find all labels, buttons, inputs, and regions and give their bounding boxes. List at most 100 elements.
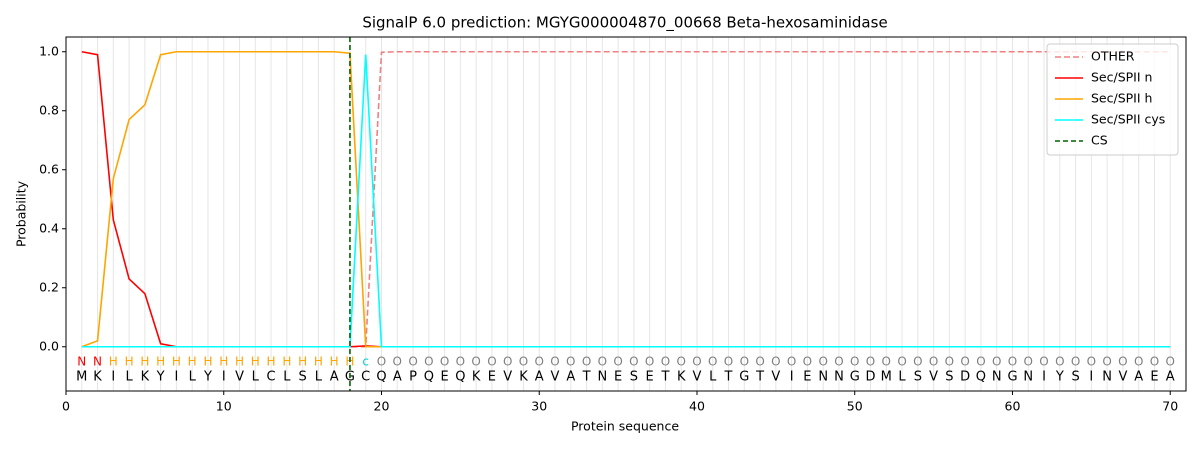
x-tick-label: 60 (1005, 399, 1021, 414)
residue-letter: L (283, 370, 291, 385)
residue-letter: I (1042, 370, 1046, 385)
residue-letter: T (660, 370, 669, 385)
residue-label: O (960, 355, 969, 369)
residue-label: O (629, 355, 638, 369)
x-tick-label: 10 (216, 399, 232, 414)
residue-letter: K (519, 370, 528, 385)
residue-letter: E (488, 370, 496, 385)
residue-letter: V (503, 370, 512, 385)
residue-label: O (645, 355, 654, 369)
residue-label: H (298, 355, 307, 369)
residue-letter: S (1071, 370, 1079, 385)
y-tick-label: 0.0 (39, 338, 59, 353)
residue-letter: N (597, 370, 607, 385)
residue-label: O (676, 355, 685, 369)
residue-letter: V (771, 370, 780, 385)
residue-label: O (692, 355, 701, 369)
y-tick-label: 1.0 (39, 43, 59, 58)
residue-label: H (109, 355, 118, 369)
residue-letter: M (881, 370, 892, 385)
series-line (81, 50, 1171, 348)
residue-letter: V (235, 370, 244, 385)
residue-letter: T (755, 370, 764, 385)
residue-label: H (140, 355, 149, 369)
legend-label: Sec/SPII cys (1091, 112, 1165, 127)
residue-label: O (440, 355, 449, 369)
residue-letter: V (929, 370, 938, 385)
residue-letter: I (790, 370, 794, 385)
residue-label: O (724, 355, 733, 369)
residue-label: N (93, 355, 102, 369)
residue-label: H (125, 355, 134, 369)
residue-label: H (267, 355, 276, 369)
legend-label: CS (1091, 133, 1108, 148)
residue-letter: G (1007, 370, 1017, 385)
residue-letter: I (222, 370, 226, 385)
legend-label: Sec/SPII h (1091, 91, 1152, 106)
residue-letter: I (111, 370, 115, 385)
residue-label: H (235, 355, 244, 369)
y-tick-label: 0.8 (39, 102, 59, 117)
residue-letter: E (614, 370, 622, 385)
residue-label: H (156, 355, 165, 369)
residue-letter: Y (1055, 370, 1064, 385)
y-tick-label: 0.4 (39, 220, 59, 235)
residue-letter: A (330, 370, 339, 385)
residue-letter: Q (976, 370, 986, 385)
residue-label: O (1102, 355, 1111, 369)
y-axis-label: Probability (14, 180, 29, 247)
residue-label: O (755, 355, 764, 369)
residue-letter: S (914, 370, 922, 385)
residue-label: O (1165, 355, 1174, 369)
residue-label: N (77, 355, 86, 369)
residue-letter: A (1134, 370, 1143, 385)
residue-letter: V (693, 370, 702, 385)
residue-label: O (377, 355, 386, 369)
residue-label: O (708, 355, 717, 369)
series-line (81, 50, 1171, 348)
residue-letter: K (93, 370, 102, 385)
residue-label: O (945, 355, 954, 369)
residue-letter: G (850, 370, 860, 385)
residue-label: O (1008, 355, 1017, 369)
x-tick-label: 40 (689, 399, 705, 414)
residue-label: H (172, 355, 181, 369)
residue-letter: E (440, 370, 448, 385)
residue-letter: N (992, 370, 1002, 385)
residue-label: O (535, 355, 544, 369)
residue-letter: D (960, 370, 970, 385)
residue-label: O (976, 355, 985, 369)
x-tick-label: 50 (847, 399, 863, 414)
residue-label: O (771, 355, 780, 369)
residue-label: O (787, 355, 796, 369)
residue-label: O (424, 355, 433, 369)
residue-label: O (850, 355, 859, 369)
residue-letter: L (709, 370, 717, 385)
residue-letter: D (865, 370, 875, 385)
residue-label: O (408, 355, 417, 369)
residue-letter: T (724, 370, 733, 385)
residue-label: H (251, 355, 260, 369)
residue-letter: N (818, 370, 828, 385)
legend-label: Sec/SPII n (1091, 70, 1152, 85)
residue-letter: L (898, 370, 906, 385)
x-tick-label: 70 (1162, 399, 1178, 414)
residue-label: O (1055, 355, 1064, 369)
residue-label: O (566, 355, 575, 369)
legend-box (1046, 43, 1179, 156)
residue-letter: S (630, 370, 638, 385)
residue-label: H (203, 355, 212, 369)
residue-label: O (487, 355, 496, 369)
y-tick-label: 0.6 (39, 161, 59, 176)
residue-label: O (1024, 355, 1033, 369)
residue-letter: A (535, 370, 544, 385)
residue-label: O (866, 355, 875, 369)
residue-label: O (519, 355, 528, 369)
residue-letter: Q (455, 370, 465, 385)
residue-letter: V (1118, 370, 1127, 385)
residue-letter: V (551, 370, 560, 385)
residue-label: O (471, 355, 480, 369)
residue-label: O (661, 355, 670, 369)
residue-label: O (393, 355, 402, 369)
